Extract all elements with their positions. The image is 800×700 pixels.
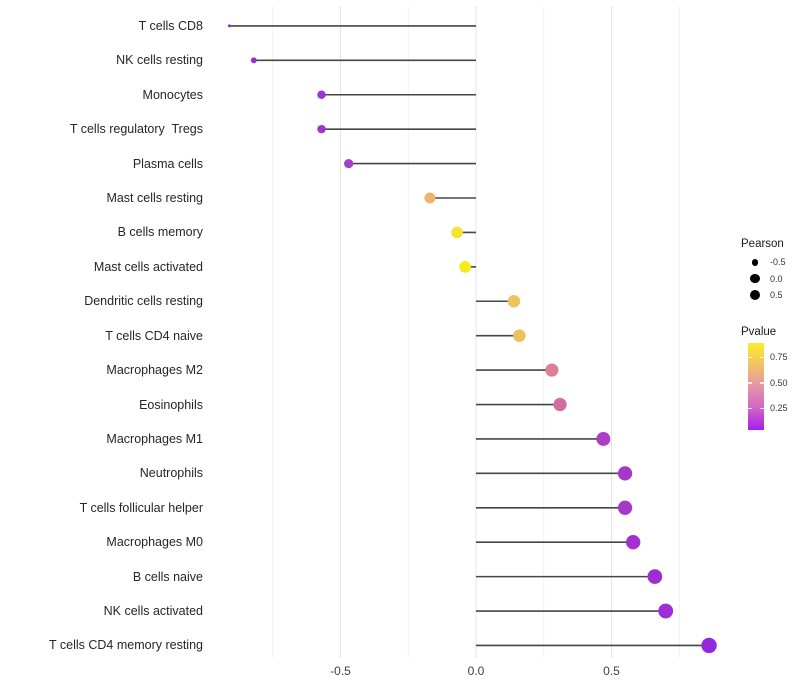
lollipop-dot bbox=[250, 57, 257, 64]
lollipop-dot bbox=[227, 24, 231, 28]
legend-size-item: 0.5 bbox=[744, 287, 800, 303]
lollipop-dot bbox=[513, 329, 526, 342]
y-axis-label: Macrophages M1 bbox=[106, 431, 203, 446]
legend-size-label: 0.0 bbox=[770, 273, 783, 284]
legend-size-label: 0.5 bbox=[770, 289, 783, 300]
legend-title-pvalue: Pvalue bbox=[741, 326, 777, 338]
colorbar-label: 0.50 bbox=[770, 377, 788, 388]
lollipop-dot bbox=[344, 158, 354, 169]
y-axis-label: T cells CD8 bbox=[138, 18, 203, 33]
legend-size-label: -0.5 bbox=[770, 257, 786, 268]
lollipop-dot bbox=[545, 363, 559, 377]
pvalue-colorbar-legend: 0.75 0.50 0.25 bbox=[748, 343, 800, 430]
y-axis-label: NK cells activated bbox=[103, 604, 203, 619]
colorbar-label: 0.25 bbox=[770, 403, 788, 413]
colorbar-tick bbox=[760, 356, 764, 359]
lollipop-dot bbox=[617, 500, 633, 515]
lollipop-dot bbox=[317, 90, 326, 99]
lollipop-dot bbox=[617, 466, 633, 481]
colorbar-tick bbox=[748, 382, 752, 384]
legend-size-dot bbox=[751, 258, 759, 266]
y-axis-label: Monocytes bbox=[142, 87, 203, 102]
legend-size-item: 0.0 bbox=[744, 270, 800, 286]
lollipop-dot bbox=[317, 124, 326, 134]
lollipop-dot bbox=[507, 294, 521, 308]
y-axis-label: Macrophages M2 bbox=[106, 363, 203, 378]
y-axis-label: T cells regulatory Tregs bbox=[69, 122, 203, 137]
lollipop-dot bbox=[451, 226, 463, 239]
legend-size-dot bbox=[750, 273, 760, 284]
y-axis-label: Mast cells resting bbox=[106, 191, 203, 205]
lollipop-dot bbox=[701, 637, 717, 654]
y-axis-label: B cells memory bbox=[117, 225, 203, 240]
colorbar-label: 0.75 bbox=[770, 352, 788, 362]
lollipop-dot bbox=[625, 535, 641, 550]
lollipop-dot bbox=[459, 260, 472, 273]
colorbar-tick bbox=[760, 382, 764, 384]
legend-size-item: -0.5 bbox=[744, 254, 800, 270]
lollipop-dot bbox=[424, 192, 436, 204]
y-axis-label: Plasma cells bbox=[132, 156, 203, 171]
lollipop-dot bbox=[596, 431, 611, 446]
x-axis-tick-label: 0.5 bbox=[603, 664, 620, 678]
y-axis-label: Macrophages M0 bbox=[106, 535, 203, 550]
y-axis-label: Eosinophils bbox=[139, 397, 203, 412]
y-axis-label: NK cells resting bbox=[116, 53, 203, 68]
colorbar-tick bbox=[748, 356, 752, 359]
colorbar-tick bbox=[760, 407, 764, 410]
y-axis-label: T cells CD4 memory resting bbox=[49, 638, 203, 653]
y-axis-label: Neutrophils bbox=[139, 466, 203, 481]
lollipop-dot bbox=[553, 397, 567, 412]
legend-title-pearson: Pearson bbox=[741, 238, 784, 250]
y-axis-label: T cells follicular helper bbox=[79, 500, 203, 515]
legend-size-dot bbox=[749, 289, 761, 301]
y-axis-label: T cells CD4 naive bbox=[105, 328, 203, 343]
x-axis-tick-label: 0.0 bbox=[467, 664, 485, 678]
y-axis-label: Dendritic cells resting bbox=[84, 294, 203, 309]
colorbar-tick bbox=[748, 407, 752, 410]
lollipop-dot bbox=[658, 603, 674, 619]
y-axis-label: B cells naive bbox=[132, 569, 203, 584]
x-axis-tick-label: -0.5 bbox=[330, 664, 351, 678]
pearson-size-legend: -0.5 0.0 0.5 bbox=[744, 254, 800, 303]
lollipop-dot bbox=[647, 569, 663, 584]
y-axis-label: Mast cells activated bbox=[93, 259, 203, 274]
